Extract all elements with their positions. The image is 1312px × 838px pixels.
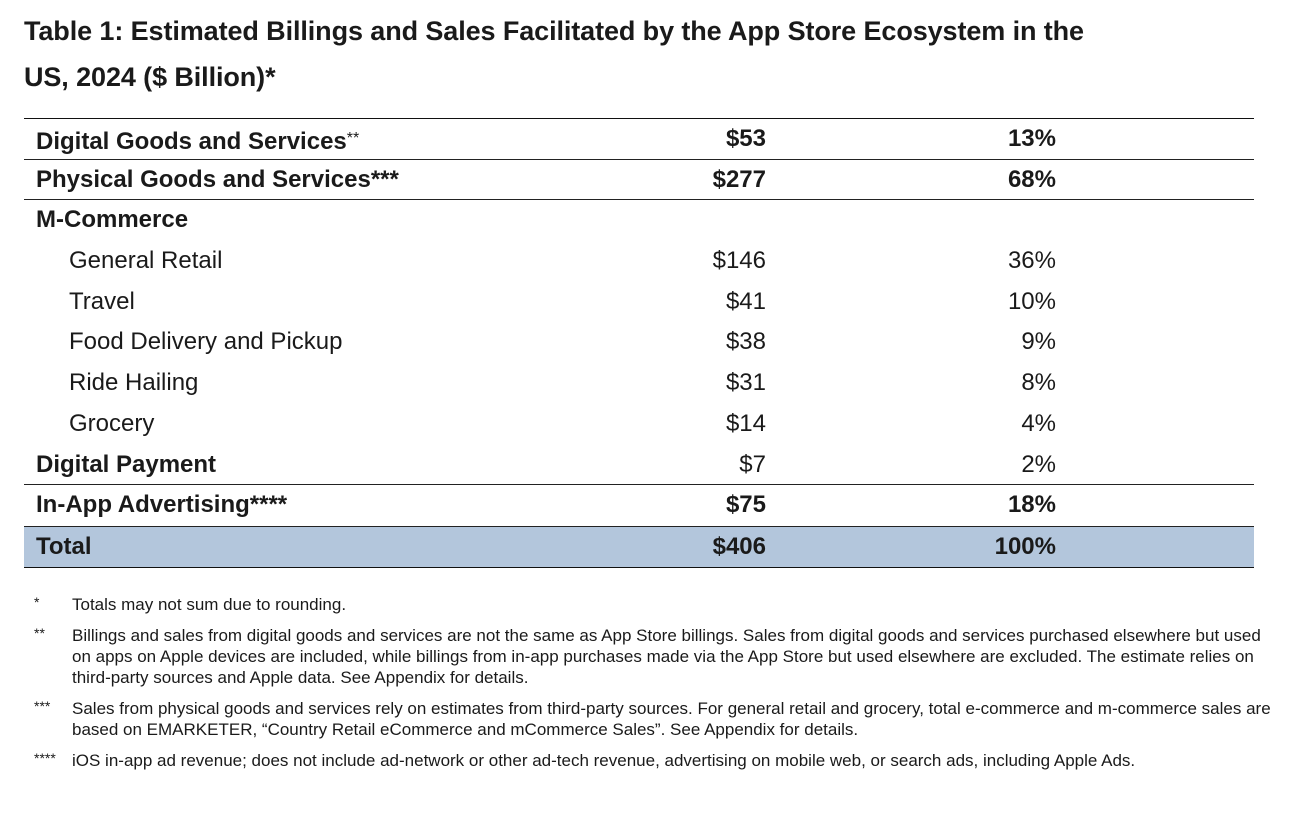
row-label: Travel — [69, 287, 135, 315]
footnote-text: Sales from physical goods and services r… — [72, 699, 1271, 739]
row-share: 100% — [994, 532, 1056, 560]
row-label: Total — [36, 532, 92, 560]
table-row-physical-goods: Physical Goods and Services*** $277 68% — [24, 160, 1254, 201]
table-title-line-2: US, 2024 ($ Billion)* — [24, 62, 276, 92]
row-amount: $41 — [725, 287, 766, 315]
row-amount: $146 — [712, 247, 766, 275]
row-label: In-App Advertising**** — [36, 491, 288, 519]
row-amount: $7 — [739, 450, 766, 478]
row-share: 13% — [1007, 125, 1056, 152]
row-amount: $53 — [725, 125, 766, 152]
table-row-m-commerce: M-Commerce — [24, 200, 1254, 241]
row-label: Food Delivery and Pickup — [69, 328, 343, 356]
row-amount: $31 — [725, 369, 766, 397]
row-label: Ride Hailing — [69, 369, 199, 397]
row-amount: $406 — [712, 532, 766, 560]
table-title: Table 1: Estimated Billings and Sales Fa… — [24, 8, 1304, 100]
row-amount: $38 — [725, 328, 766, 356]
footnote-text: Billings and sales from digital goods an… — [72, 626, 1261, 687]
footnote-text: Totals may not sum due to rounding. — [72, 595, 347, 614]
table-row-digital-goods: Digital Goods and Services** $53 13% — [24, 119, 1254, 160]
table-row-food-delivery: Food Delivery and Pickup $38 9% — [24, 322, 1254, 363]
row-label: M-Commerce — [36, 206, 189, 234]
row-label: Physical Goods and Services*** — [36, 165, 399, 193]
row-label: Digital Goods and Services** — [36, 128, 360, 155]
row-share: 2% — [1021, 450, 1056, 478]
row-label: General Retail — [69, 247, 223, 275]
footnote-mark: *** — [34, 698, 51, 714]
row-share: 10% — [1007, 287, 1056, 315]
row-share: 18% — [1007, 491, 1056, 519]
footnote-mark: **** — [34, 750, 56, 766]
footnote-mark: ** — [34, 625, 45, 641]
footnote-marker: *** — [370, 165, 399, 193]
row-share: 36% — [1007, 247, 1056, 275]
table-row-digital-payment: Digital Payment $7 2% — [24, 445, 1254, 486]
table-row-grocery: Grocery $14 4% — [24, 404, 1254, 445]
billings-table: Digital Goods and Services** $53 13% Phy… — [24, 118, 1254, 568]
row-label: Digital Payment — [36, 450, 217, 478]
footnote-mark: * — [34, 594, 40, 610]
row-share: 4% — [1021, 409, 1056, 437]
footnote-text: iOS in-app ad revenue; does not include … — [72, 751, 1136, 770]
footnote: **** iOS in-app ad revenue; does not inc… — [34, 750, 1284, 771]
row-amount: $14 — [725, 409, 766, 437]
table-row-total: Total $406 100% — [24, 525, 1254, 567]
row-label: Grocery — [69, 409, 155, 437]
table-row-ride-hailing: Ride Hailing $31 8% — [24, 363, 1254, 404]
table-title-line-1: Table 1: Estimated Billings and Sales Fa… — [24, 16, 1084, 46]
row-share: 68% — [1007, 165, 1056, 193]
footnote: ** Billings and sales from digital goods… — [34, 625, 1284, 688]
table-row-in-app-advertising: In-App Advertising**** $75 18% — [24, 485, 1254, 526]
table-row-general-retail: General Retail $146 36% — [24, 241, 1254, 282]
row-amount: $277 — [712, 165, 766, 193]
footnote: *** Sales from physical goods and servic… — [34, 698, 1284, 740]
row-share: 9% — [1021, 328, 1056, 356]
row-share: 8% — [1021, 369, 1056, 397]
footnote-marker: **** — [249, 491, 288, 519]
footnote-marker: ** — [346, 130, 360, 147]
footnote: * Totals may not sum due to rounding. — [34, 594, 1284, 615]
table-row-travel: Travel $41 10% — [24, 282, 1254, 323]
footnotes: * Totals may not sum due to rounding. **… — [34, 594, 1284, 781]
row-amount: $75 — [725, 491, 766, 519]
